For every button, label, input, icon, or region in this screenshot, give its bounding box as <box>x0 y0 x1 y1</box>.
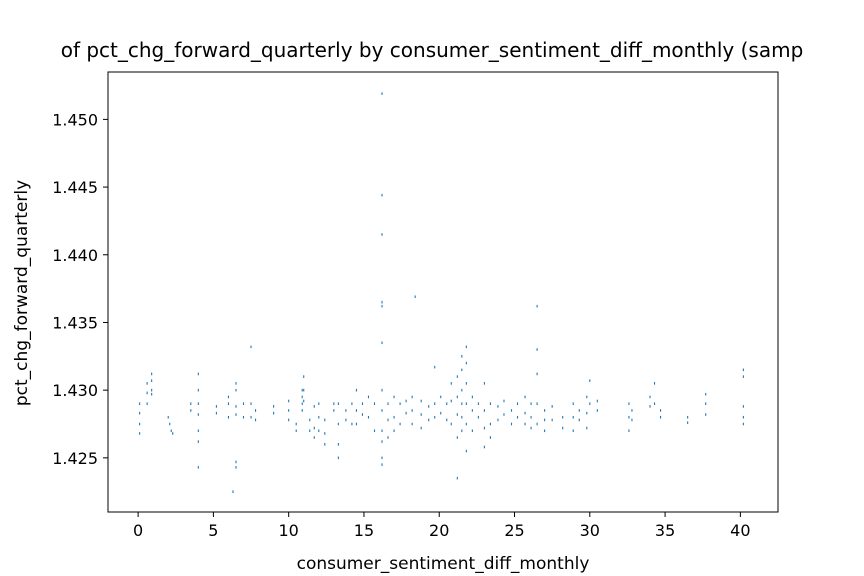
x-tick-label: 15 <box>354 521 374 540</box>
x-tick-label: 5 <box>208 521 218 540</box>
y-tick-label: 1.445 <box>52 178 98 197</box>
x-axis: 0 5 10 15 20 25 30 35 40 <box>133 512 751 540</box>
x-tick-label: 40 <box>730 521 750 540</box>
x-tick-label: 25 <box>504 521 524 540</box>
y-axis: 1.425 1.430 1.435 1.440 1.445 1.450 <box>52 110 108 468</box>
axes-frame <box>107 71 779 513</box>
chart-title: of pct_chg_forward_quarterly by consumer… <box>61 38 804 62</box>
y-tick-label: 1.435 <box>52 313 98 332</box>
y-tick-label: 1.425 <box>52 449 98 468</box>
y-tick-label: 1.450 <box>52 110 98 129</box>
y-tick-label: 1.430 <box>52 381 98 400</box>
y-axis-label: pct_chg_forward_quarterly <box>12 180 32 406</box>
x-tick-label: 30 <box>580 521 600 540</box>
x-axis-label: consumer_sentiment_diff_monthly <box>297 554 590 574</box>
plot-area <box>139 92 744 493</box>
x-tick-label: 35 <box>655 521 675 540</box>
y-tick-label: 1.440 <box>52 246 98 265</box>
x-tick-label: 0 <box>133 521 143 540</box>
x-tick-label: 10 <box>278 521 298 540</box>
x-tick-label: 20 <box>429 521 449 540</box>
